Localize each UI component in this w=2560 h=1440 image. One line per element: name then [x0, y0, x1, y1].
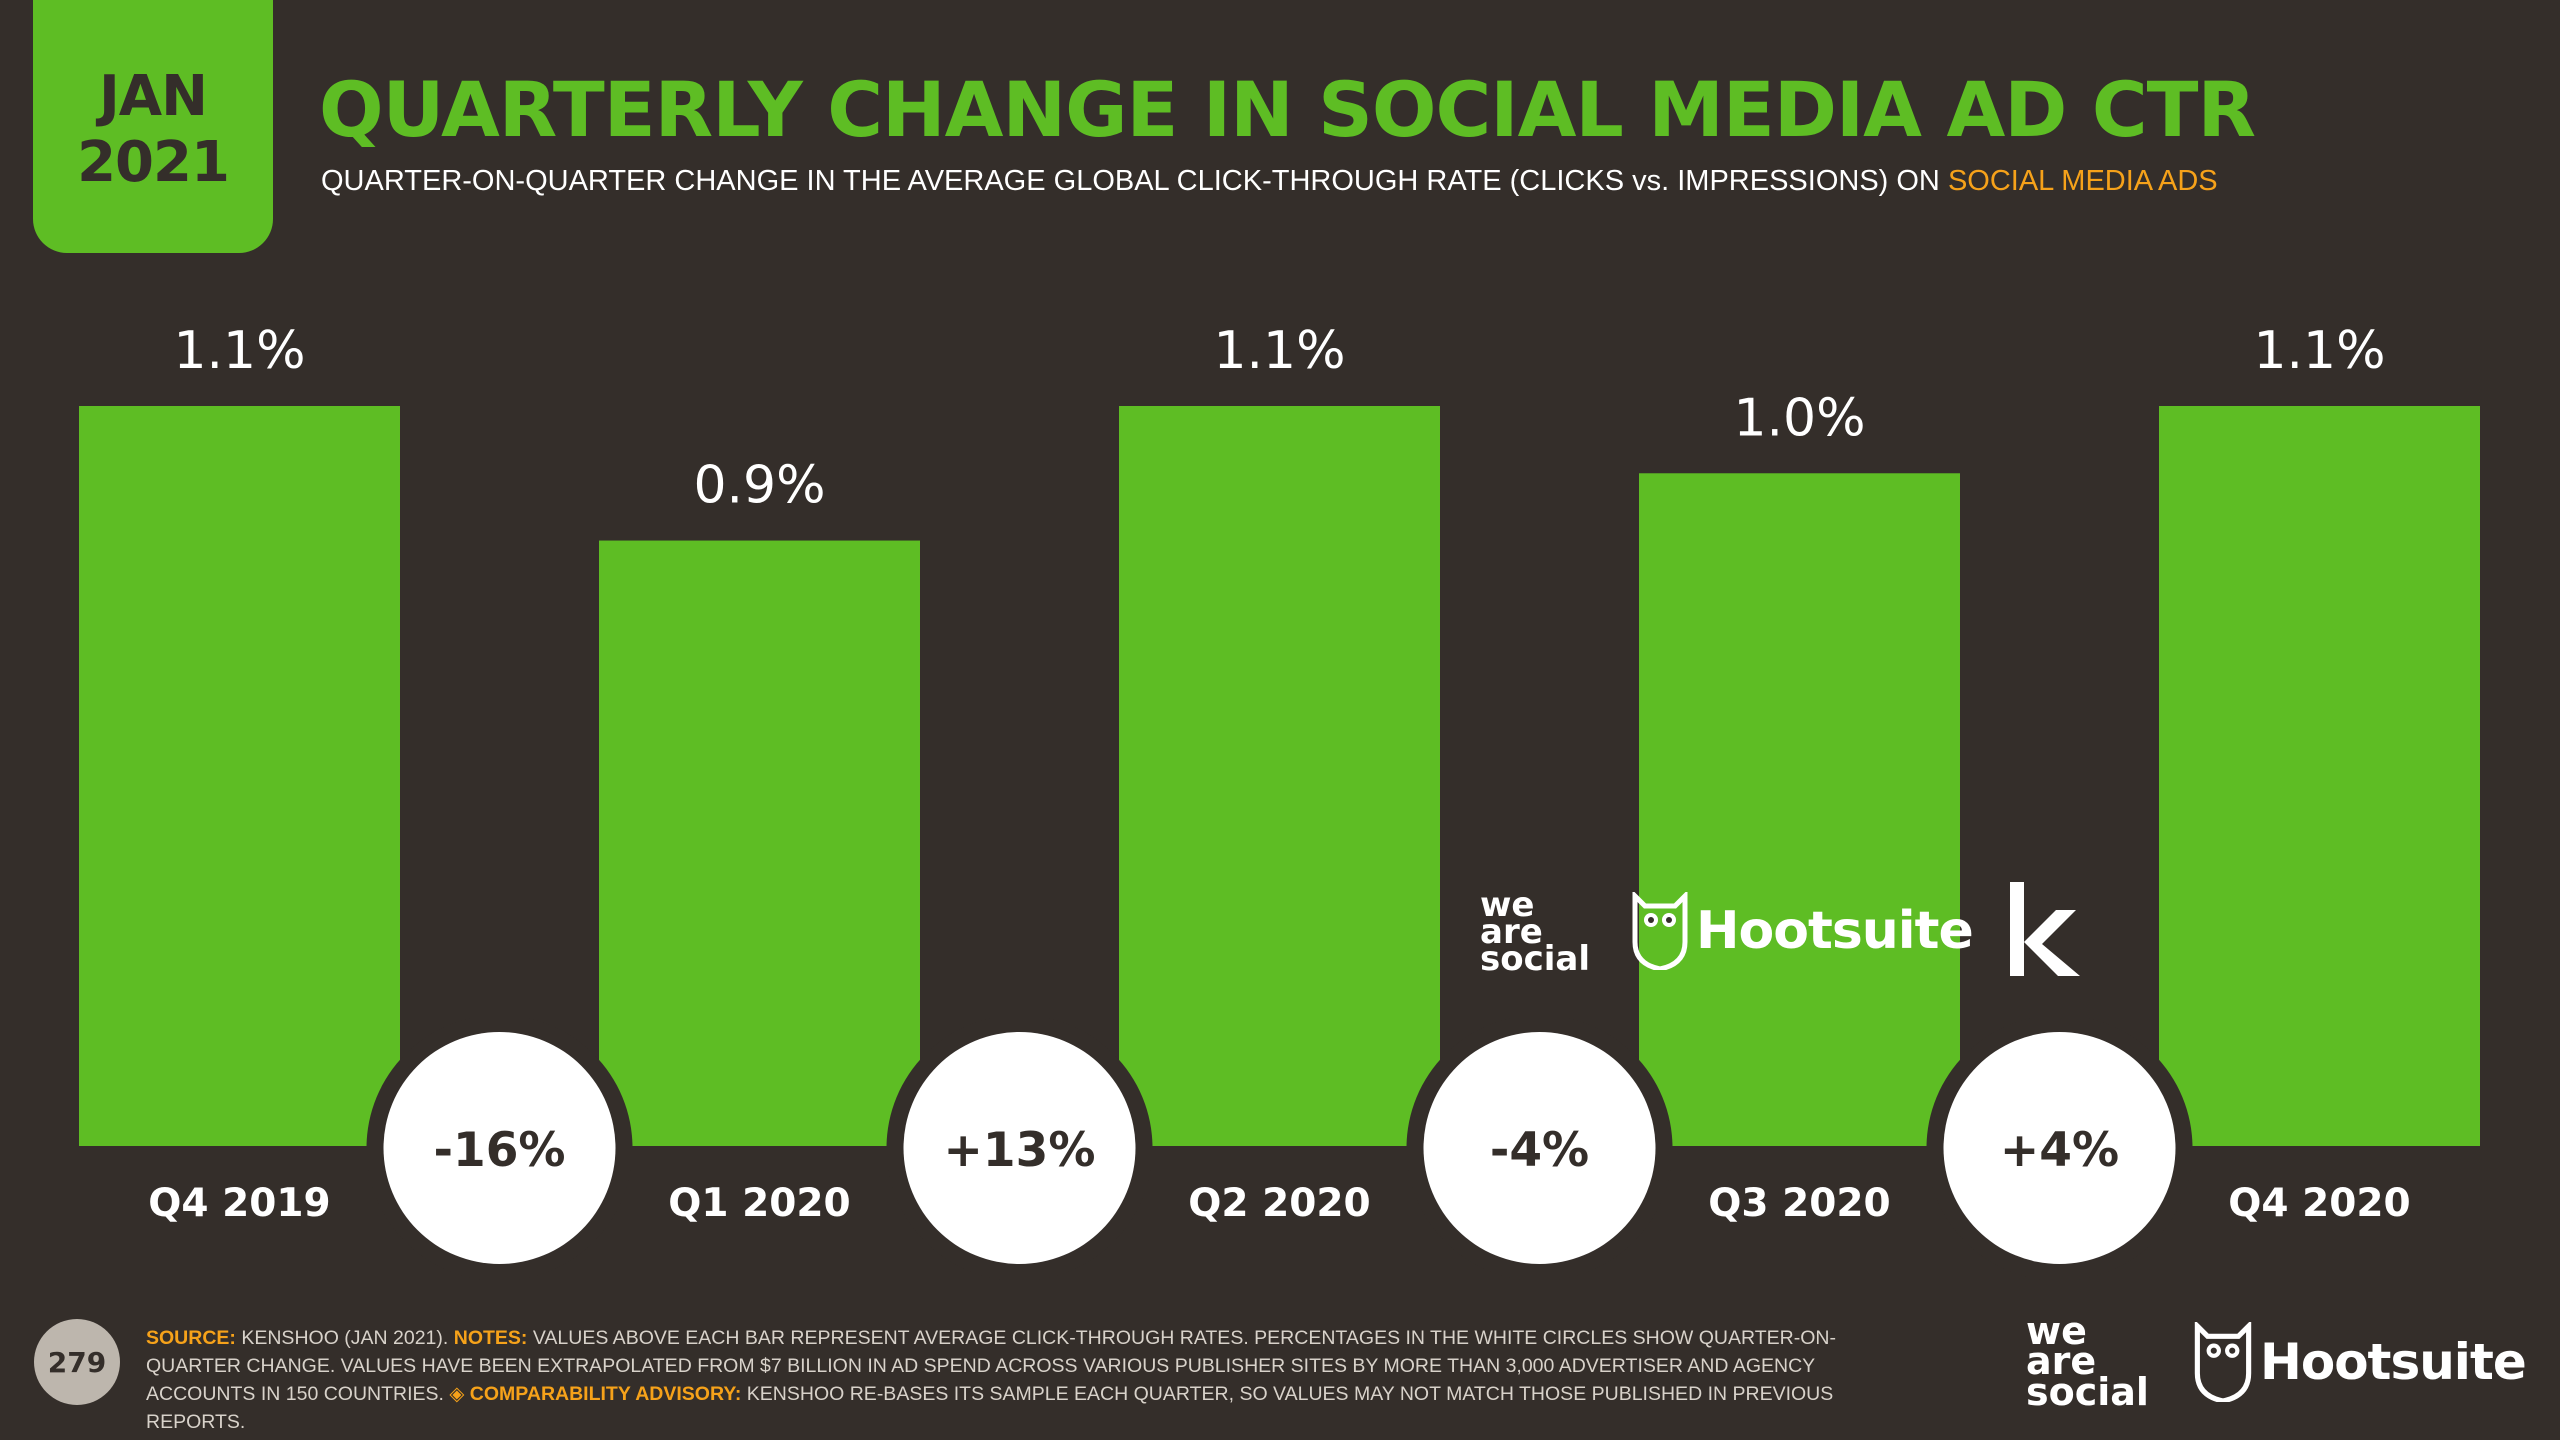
advisory-text: KENSHOO RE-BASES ITS SAMPLE EACH QUARTER… [146, 1383, 1834, 1433]
page-number: 279 [34, 1319, 120, 1405]
footer-we-are-social-word-1: we [2026, 1309, 2087, 1353]
logo-strip: we are social Hootsuite [1480, 880, 2100, 990]
bar-value-label-1: 1.1% [173, 321, 305, 381]
notes-text: VALUES ABOVE EACH BAR REPRESENT AVERAGE … [146, 1327, 1836, 1405]
category-label-2: Q1 2020 [668, 1181, 850, 1226]
footer-hootsuite-wordmark: Hootsuite [2260, 1333, 2527, 1391]
change-label-2: +13% [944, 1123, 1096, 1178]
bar-value-label-4: 1.0% [1733, 388, 1865, 448]
footer-hootsuite-logo: Hootsuite [2194, 1320, 2527, 1404]
date-tab: JAN 2021 [33, 0, 273, 253]
change-circle-3 [1423, 1032, 1656, 1264]
subtitle-accent: SOCIAL MEDIA ADS [1947, 165, 2218, 197]
bar-4 [1639, 473, 1960, 1147]
bar-2 [599, 540, 920, 1146]
page-title: QUARTERLY CHANGE IN SOCIAL MEDIA AD CTR [319, 65, 2256, 154]
change-label-4: +4% [2000, 1123, 2119, 1178]
category-label-5: Q4 2020 [2228, 1181, 2410, 1226]
footer-hootsuite-owl-icon [2194, 1322, 2252, 1402]
we-are-social-word-1: we [1480, 885, 1535, 925]
hootsuite-logo: Hootsuite [1632, 892, 1974, 970]
we-are-social-logo: we are social [1480, 885, 1591, 980]
we-are-social-word-3: social [1480, 939, 1591, 980]
advisory-label: ◈ COMPARABILITY ADVISORY: [449, 1383, 742, 1405]
change-circle-1 [383, 1032, 616, 1264]
bar-value-label-2: 0.9% [693, 456, 825, 516]
category-label-4: Q3 2020 [1708, 1181, 1890, 1226]
footnote: SOURCE: KENSHOO (JAN 2021). NOTES: VALUE… [146, 1324, 1906, 1436]
bar-1 [79, 406, 400, 1146]
footer-we-are-social-word-2: are [2026, 1339, 2097, 1384]
subtitle-main: QUARTER-ON-QUARTER CHANGE IN THE AVERAGE… [321, 165, 1948, 197]
footer-we-are-social-logo: we are social [2026, 1309, 2149, 1414]
change-label-1: -16% [433, 1123, 565, 1178]
change-label-3: -4% [1490, 1123, 1589, 1178]
bar-3 [1119, 406, 1440, 1146]
source-text: KENSHOO (JAN 2021). [235, 1327, 454, 1349]
notes-label: NOTES: [453, 1327, 528, 1349]
change-circle-4 [1943, 1032, 2176, 1264]
change-circle-2 [903, 1032, 1136, 1264]
footer-we-are-social-word-3: social [2026, 1369, 2149, 1414]
bar-5 [2159, 406, 2480, 1146]
category-label-1: Q4 2019 [148, 1181, 330, 1226]
source-label: SOURCE: [146, 1327, 236, 1349]
bar-value-label-5: 1.1% [2253, 321, 2385, 381]
hootsuite-wordmark: Hootsuite [1696, 901, 1974, 961]
hootsuite-owl-icon [1632, 892, 1688, 970]
date-year: 2021 [77, 129, 230, 195]
we-are-social-word-2: are [1480, 912, 1543, 953]
category-label-3: Q2 2020 [1188, 1181, 1370, 1226]
kenshoo-k-icon [2010, 882, 2080, 976]
date-month: JAN [98, 63, 208, 129]
bar-value-label-3: 1.1% [1213, 321, 1345, 381]
kenshoo-logo [2008, 880, 2088, 980]
page-subtitle: QUARTER-ON-QUARTER CHANGE IN THE AVERAGE… [321, 163, 2521, 199]
